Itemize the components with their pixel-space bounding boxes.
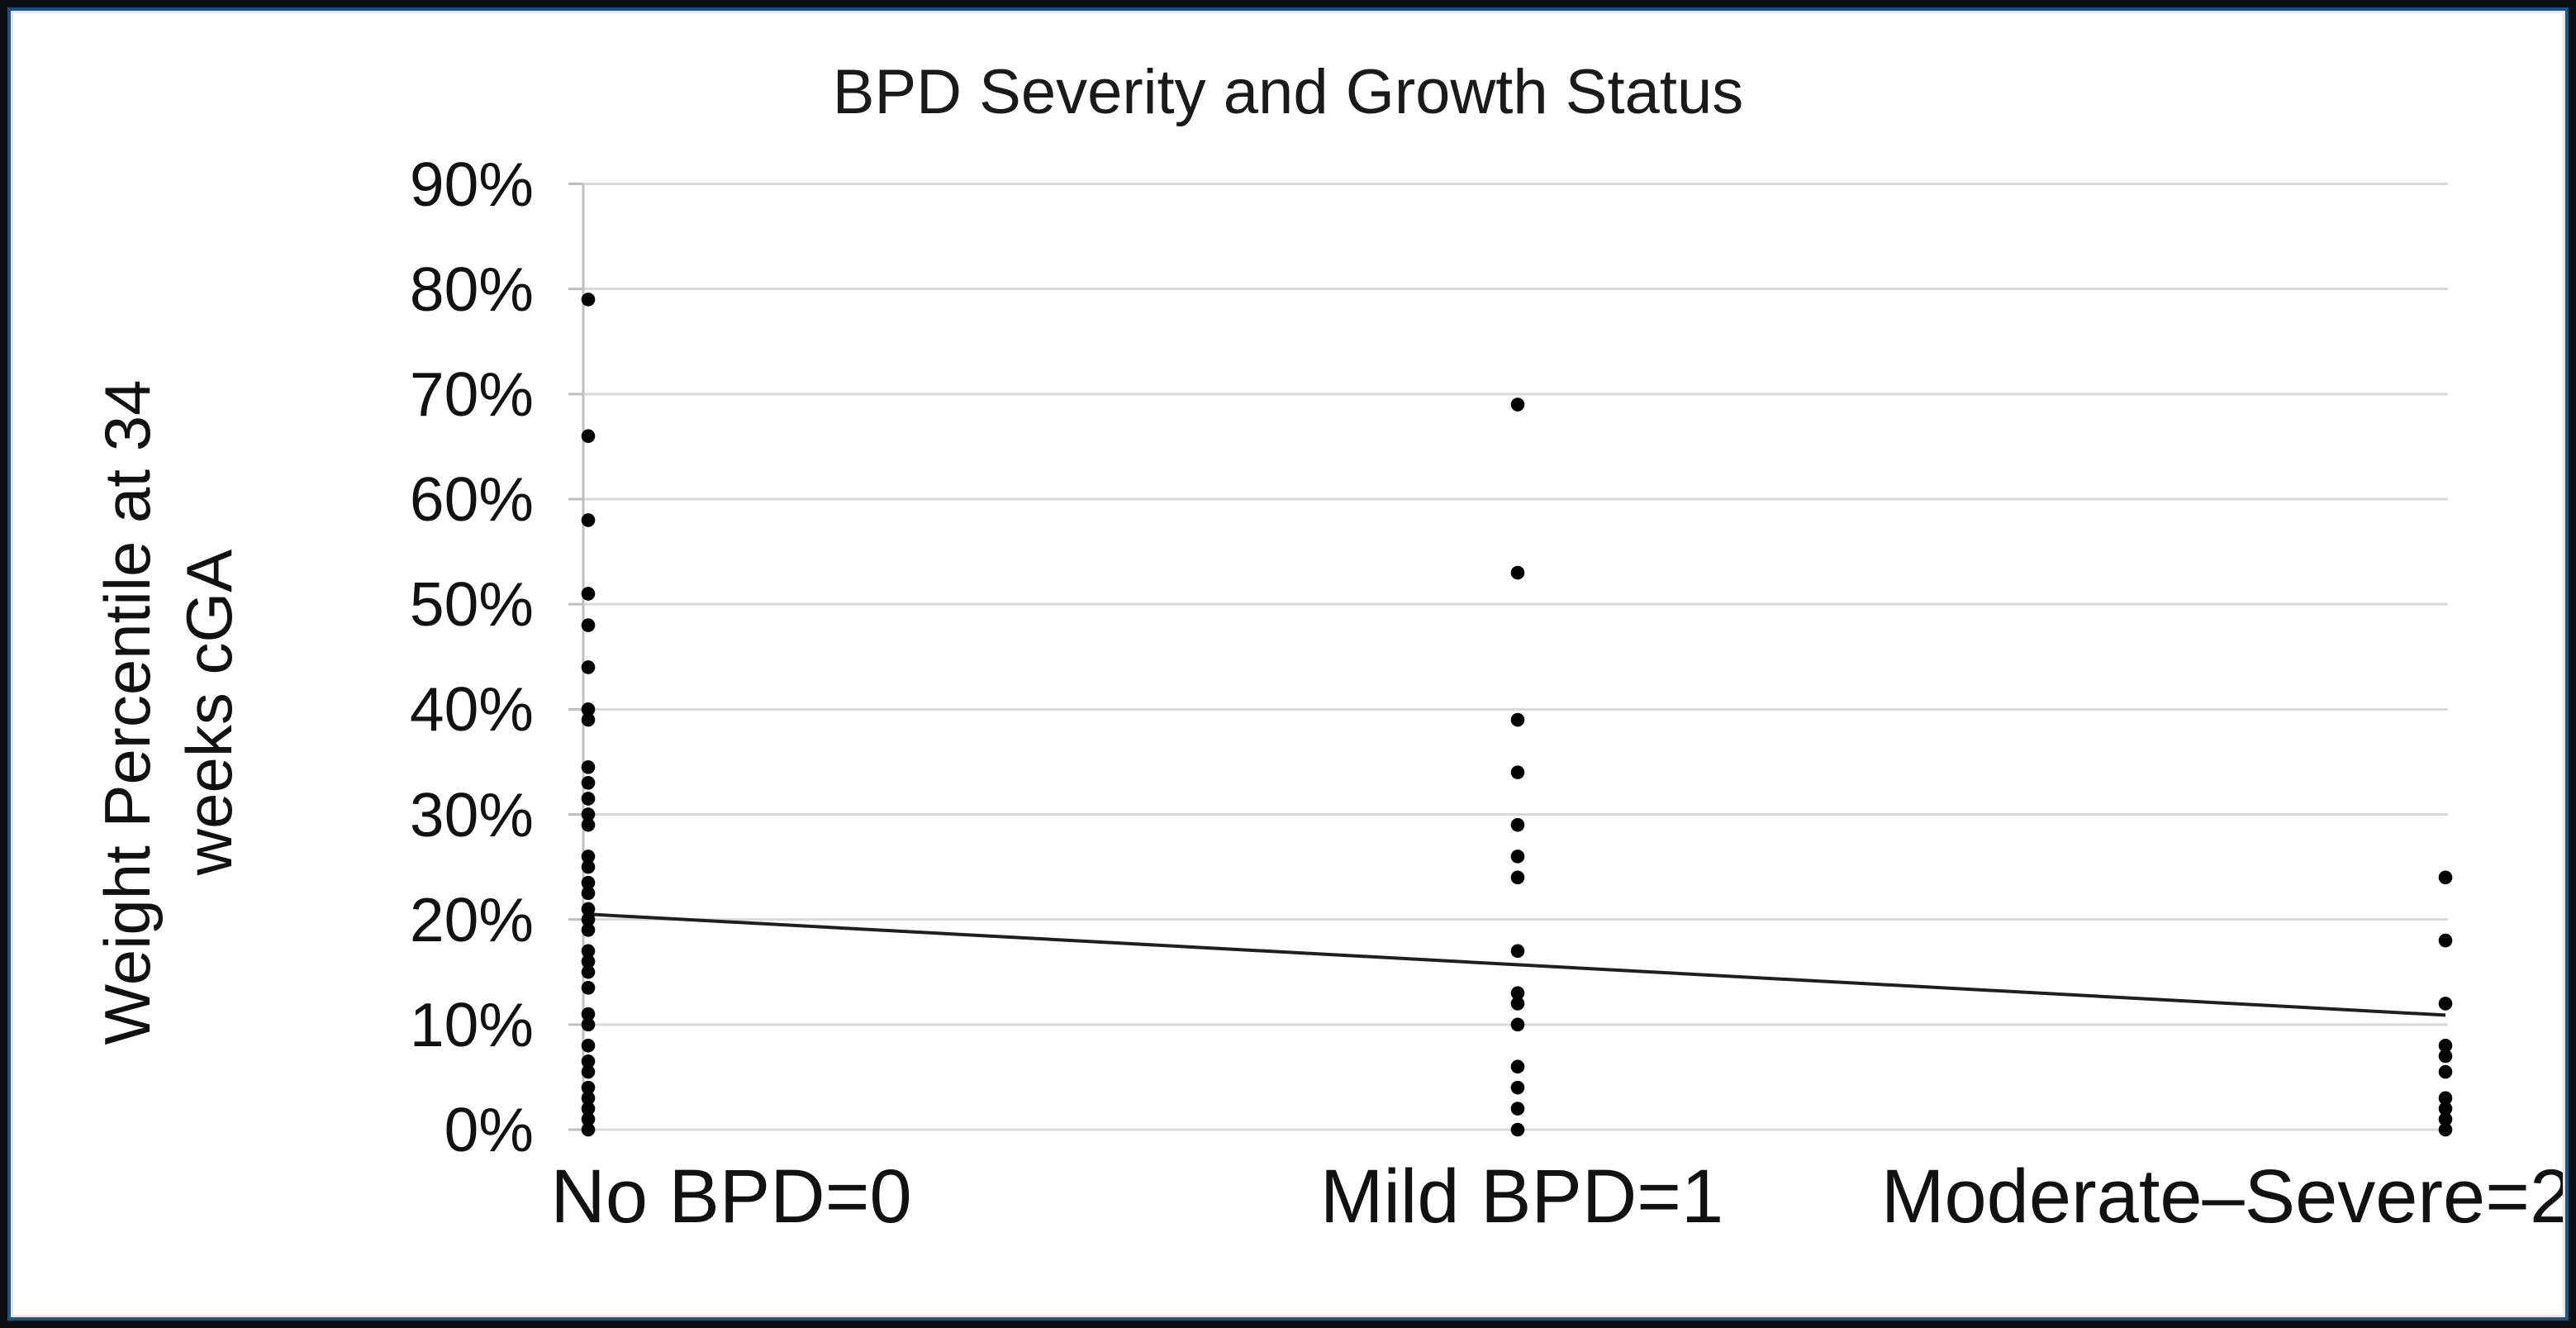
data-point [581, 776, 596, 790]
data-point [1510, 1122, 1525, 1137]
data-point [2438, 1038, 2453, 1053]
data-point [1510, 397, 1525, 412]
data-point [1510, 1102, 1525, 1116]
x-category-label: Mild BPD=1 [1319, 1154, 1724, 1239]
data-point [581, 1054, 596, 1069]
data-point [581, 1017, 596, 1032]
data-point [581, 293, 596, 307]
x-category-label: Moderate–Severe=2 [1880, 1154, 2573, 1239]
data-point [581, 513, 596, 527]
data-point [581, 618, 596, 632]
data-point [1510, 565, 1525, 580]
data-point [581, 981, 596, 995]
y-tick-label: 20% [409, 884, 534, 954]
data-point [581, 902, 596, 916]
data-point [581, 850, 596, 864]
data-point [2438, 1064, 2453, 1079]
data-point [2438, 1122, 2453, 1137]
data-point [581, 964, 596, 979]
data-point [581, 944, 596, 959]
data-point [1510, 870, 1525, 885]
data-point [581, 1102, 596, 1116]
data-point [1510, 1017, 1525, 1032]
data-point [581, 886, 596, 901]
data-point [581, 875, 596, 890]
data-point [2438, 933, 2453, 948]
data-point [581, 807, 596, 821]
data-point [2438, 870, 2453, 885]
data-point [1510, 817, 1525, 832]
data-point [581, 712, 596, 727]
y-tick-label: 50% [409, 569, 534, 640]
x-category-label: No BPD=0 [550, 1154, 912, 1239]
data-point [581, 1007, 596, 1021]
data-point [581, 1122, 596, 1137]
y-tick-label: 90% [409, 149, 534, 219]
data-point [1510, 765, 1525, 779]
data-point [581, 792, 596, 806]
data-point [2438, 1111, 2453, 1126]
data-point [581, 660, 596, 674]
y-tick-label: 0% [444, 1095, 534, 1164]
chart-title: BPD Severity and Growth Status [832, 57, 1744, 127]
y-tick-label: 40% [409, 674, 534, 745]
y-tick-label: 30% [409, 779, 534, 850]
data-point [581, 1080, 596, 1095]
data-point [581, 923, 596, 937]
data-point [581, 859, 596, 874]
data-point [1510, 997, 1525, 1011]
data-point [2438, 997, 2453, 1011]
y-tick-label: 60% [409, 464, 534, 534]
y-tick-label: 10% [409, 989, 534, 1059]
data-point [1510, 1059, 1525, 1073]
data-point [1510, 944, 1525, 959]
data-point [1510, 1080, 1525, 1095]
data-point [581, 587, 596, 601]
data-point [581, 1091, 596, 1106]
y-tick-label: 80% [409, 254, 534, 324]
data-point [581, 759, 596, 774]
data-point [1510, 712, 1525, 727]
data-point [581, 429, 596, 443]
data-point [581, 817, 596, 832]
data-point [1510, 850, 1525, 864]
data-point [581, 912, 596, 926]
data-point [581, 1038, 596, 1053]
data-point [581, 954, 596, 969]
data-point [581, 1111, 596, 1126]
trendline [587, 912, 2446, 1017]
data-point [2438, 1102, 2453, 1116]
data-point [1510, 986, 1525, 1000]
data-point [2438, 1049, 2453, 1064]
y-tick-label: 70% [409, 359, 534, 429]
data-point [2438, 1091, 2453, 1106]
data-point [581, 702, 596, 716]
data-point [581, 1064, 596, 1079]
